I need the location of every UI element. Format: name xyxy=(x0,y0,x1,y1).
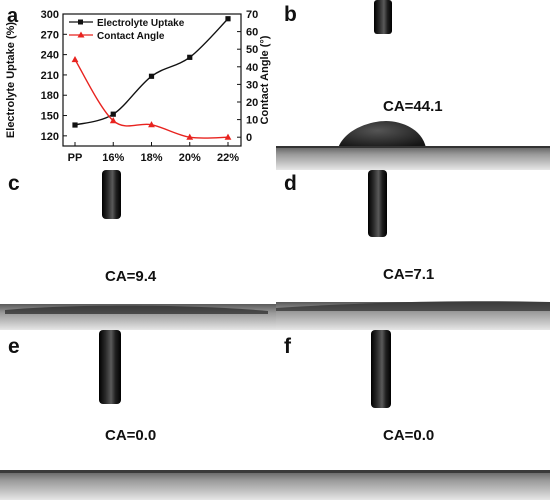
y-tick-label: 120 xyxy=(41,131,59,143)
needle xyxy=(371,330,391,408)
y-tick-label: 180 xyxy=(41,90,59,102)
y2-tick-label: 50 xyxy=(246,44,258,56)
y2-tick-label: 20 xyxy=(246,97,258,109)
x-tick-label: PP xyxy=(68,152,83,164)
photo-panel-b xyxy=(276,0,550,170)
droplet-photo-c xyxy=(0,170,276,330)
x-tick-label: 20% xyxy=(179,152,201,164)
substrate xyxy=(0,470,276,500)
y-tick-label: 210 xyxy=(41,70,59,82)
y-axis-label: Electrolyte Uptake (%) xyxy=(5,22,17,138)
needle xyxy=(102,170,121,219)
data-point-contact-angle xyxy=(109,117,117,124)
panel-letter-b: b xyxy=(284,3,297,26)
contact-angle-label-e: CA=0.0 xyxy=(105,427,157,444)
droplet-photo-e xyxy=(0,330,276,500)
contact-angle-label-d: CA=7.1 xyxy=(383,266,435,283)
data-point-contact-angle xyxy=(186,133,194,140)
y-tick-label: 270 xyxy=(41,29,59,41)
substrate xyxy=(276,470,550,500)
chart-legend: Electrolyte Uptake Contact Angle xyxy=(69,18,185,42)
data-point-uptake xyxy=(72,122,78,128)
legend-marker-contact-angle xyxy=(77,31,85,38)
panel-letter-d: d xyxy=(284,172,297,195)
substrate xyxy=(276,146,550,170)
legend-marker-uptake xyxy=(78,19,83,25)
data-point-uptake xyxy=(187,54,193,60)
chart-svg: a Electrolyte Uptake (%) Contact Angle (… xyxy=(5,5,271,164)
needle xyxy=(374,0,392,34)
y2-axis-label: Contact Angle (°) xyxy=(259,35,271,124)
panel-letter-c: c xyxy=(8,172,20,195)
photo-panel-e xyxy=(0,330,276,500)
y-tick-label: 300 xyxy=(41,9,59,21)
legend-label-contact-angle: Contact Angle xyxy=(97,31,165,42)
data-point-uptake xyxy=(148,73,155,79)
panel-letter-a: a xyxy=(7,5,19,27)
data-point-uptake xyxy=(110,111,116,117)
y2-tick-label: 40 xyxy=(246,62,258,74)
droplet-photo-b xyxy=(276,0,550,170)
x-tick-label: 16% xyxy=(102,152,124,164)
y-tick-label: 240 xyxy=(41,50,59,62)
y2-tick-label: 10 xyxy=(246,115,258,127)
needle xyxy=(99,330,121,404)
photo-panel-d xyxy=(276,170,550,330)
legend-label-uptake: Electrolyte Uptake xyxy=(97,18,185,29)
photo-panel-f xyxy=(276,330,550,500)
photo-panel-c xyxy=(0,170,276,330)
droplet-photo-d xyxy=(276,170,550,330)
y-tick-label: 150 xyxy=(41,111,59,123)
x-tick-label: 18% xyxy=(140,152,162,164)
panel-letter-f: f xyxy=(284,335,291,358)
y2-tick-label: 60 xyxy=(246,27,258,39)
data-point-contact-angle xyxy=(224,133,232,140)
y2-tick-label: 0 xyxy=(246,132,252,144)
data-point-contact-angle xyxy=(71,55,79,63)
y2-tick-label: 30 xyxy=(246,79,258,91)
panel-letter-e: e xyxy=(8,335,20,358)
data-point-uptake xyxy=(225,16,231,22)
contact-angle-label-b: CA=44.1 xyxy=(383,98,443,115)
x-tick-label: 22% xyxy=(217,152,239,164)
needle xyxy=(368,170,387,237)
spread-droplet xyxy=(5,305,268,314)
contact-angle-label-f: CA=0.0 xyxy=(383,427,435,444)
spread-droplet xyxy=(276,300,550,311)
uptake-contact-angle-chart: a Electrolyte Uptake (%) Contact Angle (… xyxy=(0,0,276,170)
droplet-photo-f xyxy=(276,330,550,500)
y2-tick-label: 70 xyxy=(246,9,258,21)
data-point-contact-angle xyxy=(148,121,155,128)
contact-angle-label-c: CA=9.4 xyxy=(105,268,157,285)
droplet xyxy=(338,121,426,148)
